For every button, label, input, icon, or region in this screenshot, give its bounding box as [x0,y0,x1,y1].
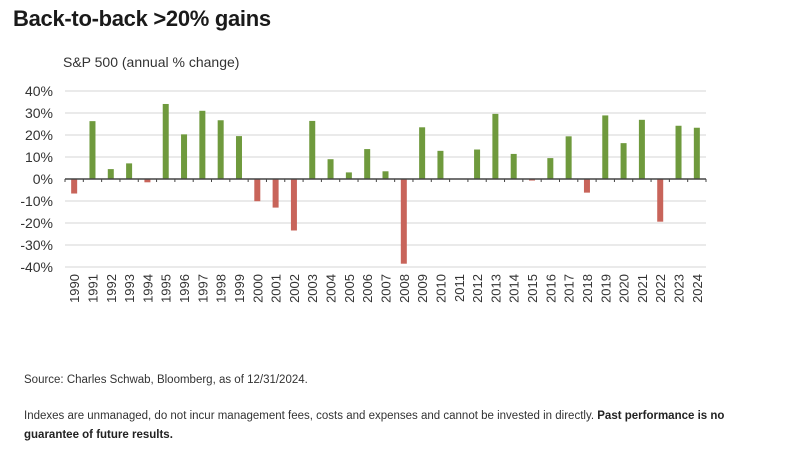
x-tick-label: 1999 [232,274,247,303]
bar [419,127,426,179]
x-tick-label: 2021 [635,274,650,303]
bar [492,113,499,179]
x-tick-label: 2017 [562,274,577,303]
x-tick-label: 1997 [195,274,210,303]
bar [181,134,188,179]
y-tick-label: -30% [20,237,53,253]
bar [602,115,609,179]
x-tick-label: 2007 [379,274,394,303]
bar [547,158,554,179]
bar [144,179,151,183]
gridlines [65,90,706,268]
bar [620,143,627,179]
x-tick-label: 2008 [397,274,412,303]
bar [693,127,700,179]
y-tick-label: -20% [20,215,53,231]
bar [235,136,242,179]
bar [529,179,536,181]
chart-subtitle: S&P 500 (annual % change) [63,54,240,70]
x-axis-ticks: 1990 1991 1992 1993 1994 1995 1996 1997 1998 1999… [67,274,705,303]
bar [657,179,664,222]
x-tick-label: 1998 [214,274,229,303]
x-tick-label: 2016 [543,274,558,303]
x-tick-label: 2009 [415,274,430,303]
y-tick-label: 40% [25,83,53,99]
disclaimer: Indexes are unmanaged, do not incur mana… [24,407,764,445]
x-tick-label: 2020 [617,274,632,303]
bar [199,110,206,179]
bar [364,149,371,179]
source-note: Source: Charles Schwab, Bloomberg, as of… [24,374,308,386]
bar [382,171,389,179]
bar [510,153,517,179]
bar [126,163,133,179]
bar [565,136,572,179]
bar [638,119,645,179]
bar [474,149,481,179]
chart-title: Back-to-back >20% gains [13,6,271,31]
y-tick-label: 20% [25,127,53,143]
x-tick-label: 2005 [342,274,357,303]
x-tick-label: 1996 [177,274,192,303]
x-tick-label: 1994 [140,274,155,303]
x-tick-label: 1991 [85,274,100,303]
bar-chart: 40%30%20%10%0%-10%-20%-30%-40% 1990 1991 1… [20,83,707,303]
x-tick-label: 2012 [470,274,485,303]
y-tick-label: -10% [20,193,53,209]
bar [345,172,352,179]
disclaimer-text: Indexes are unmanaged, do not incur mana… [24,410,595,422]
bar [675,125,682,179]
x-tick-label: 2011 [452,274,467,302]
x-tick-label: 2001 [269,274,284,303]
bar [583,179,590,193]
x-tick-label: 2014 [507,274,522,303]
y-tick-label: 10% [25,149,53,165]
x-tick-label: 2002 [287,274,302,303]
y-tick-label: 0% [33,171,53,187]
zero-axis [64,178,707,182]
x-tick-label: 2013 [488,274,503,303]
y-tick-label: 30% [25,105,53,121]
bar [162,103,169,179]
bars [71,103,700,264]
x-tick-label: 1992 [104,274,119,303]
x-tick-label: 2024 [690,274,705,303]
x-tick-label: 2006 [360,274,375,303]
bar [437,150,444,179]
x-tick-label: 1993 [122,274,137,303]
bar [107,169,114,179]
x-tick-label: 1995 [159,274,174,303]
bar [89,121,96,179]
x-tick-label: 2015 [525,274,540,303]
bar [400,179,407,264]
x-tick-label: 2004 [324,274,339,303]
bar [71,179,78,194]
x-tick-label: 2019 [598,274,613,303]
x-tick-label: 2022 [653,274,668,303]
bar [290,179,297,231]
x-tick-label: 2018 [580,274,595,303]
x-tick-label: 2000 [250,274,265,303]
bar [272,179,279,208]
x-tick-label: 1990 [67,274,82,303]
bar [309,120,316,179]
x-tick-label: 2023 [672,274,687,303]
disclaimer-bold: Past performance is no guarantee of futu… [24,410,725,441]
y-tick-label: -40% [20,259,53,275]
bar [217,120,224,179]
bar [327,159,334,179]
y-axis-ticks: 40% 30% 20% 10% 0% -10% -20% -30% -40% [20,83,53,275]
x-tick-label: 2003 [305,274,320,303]
x-tick-label: 2010 [433,274,448,303]
bar [254,179,261,202]
